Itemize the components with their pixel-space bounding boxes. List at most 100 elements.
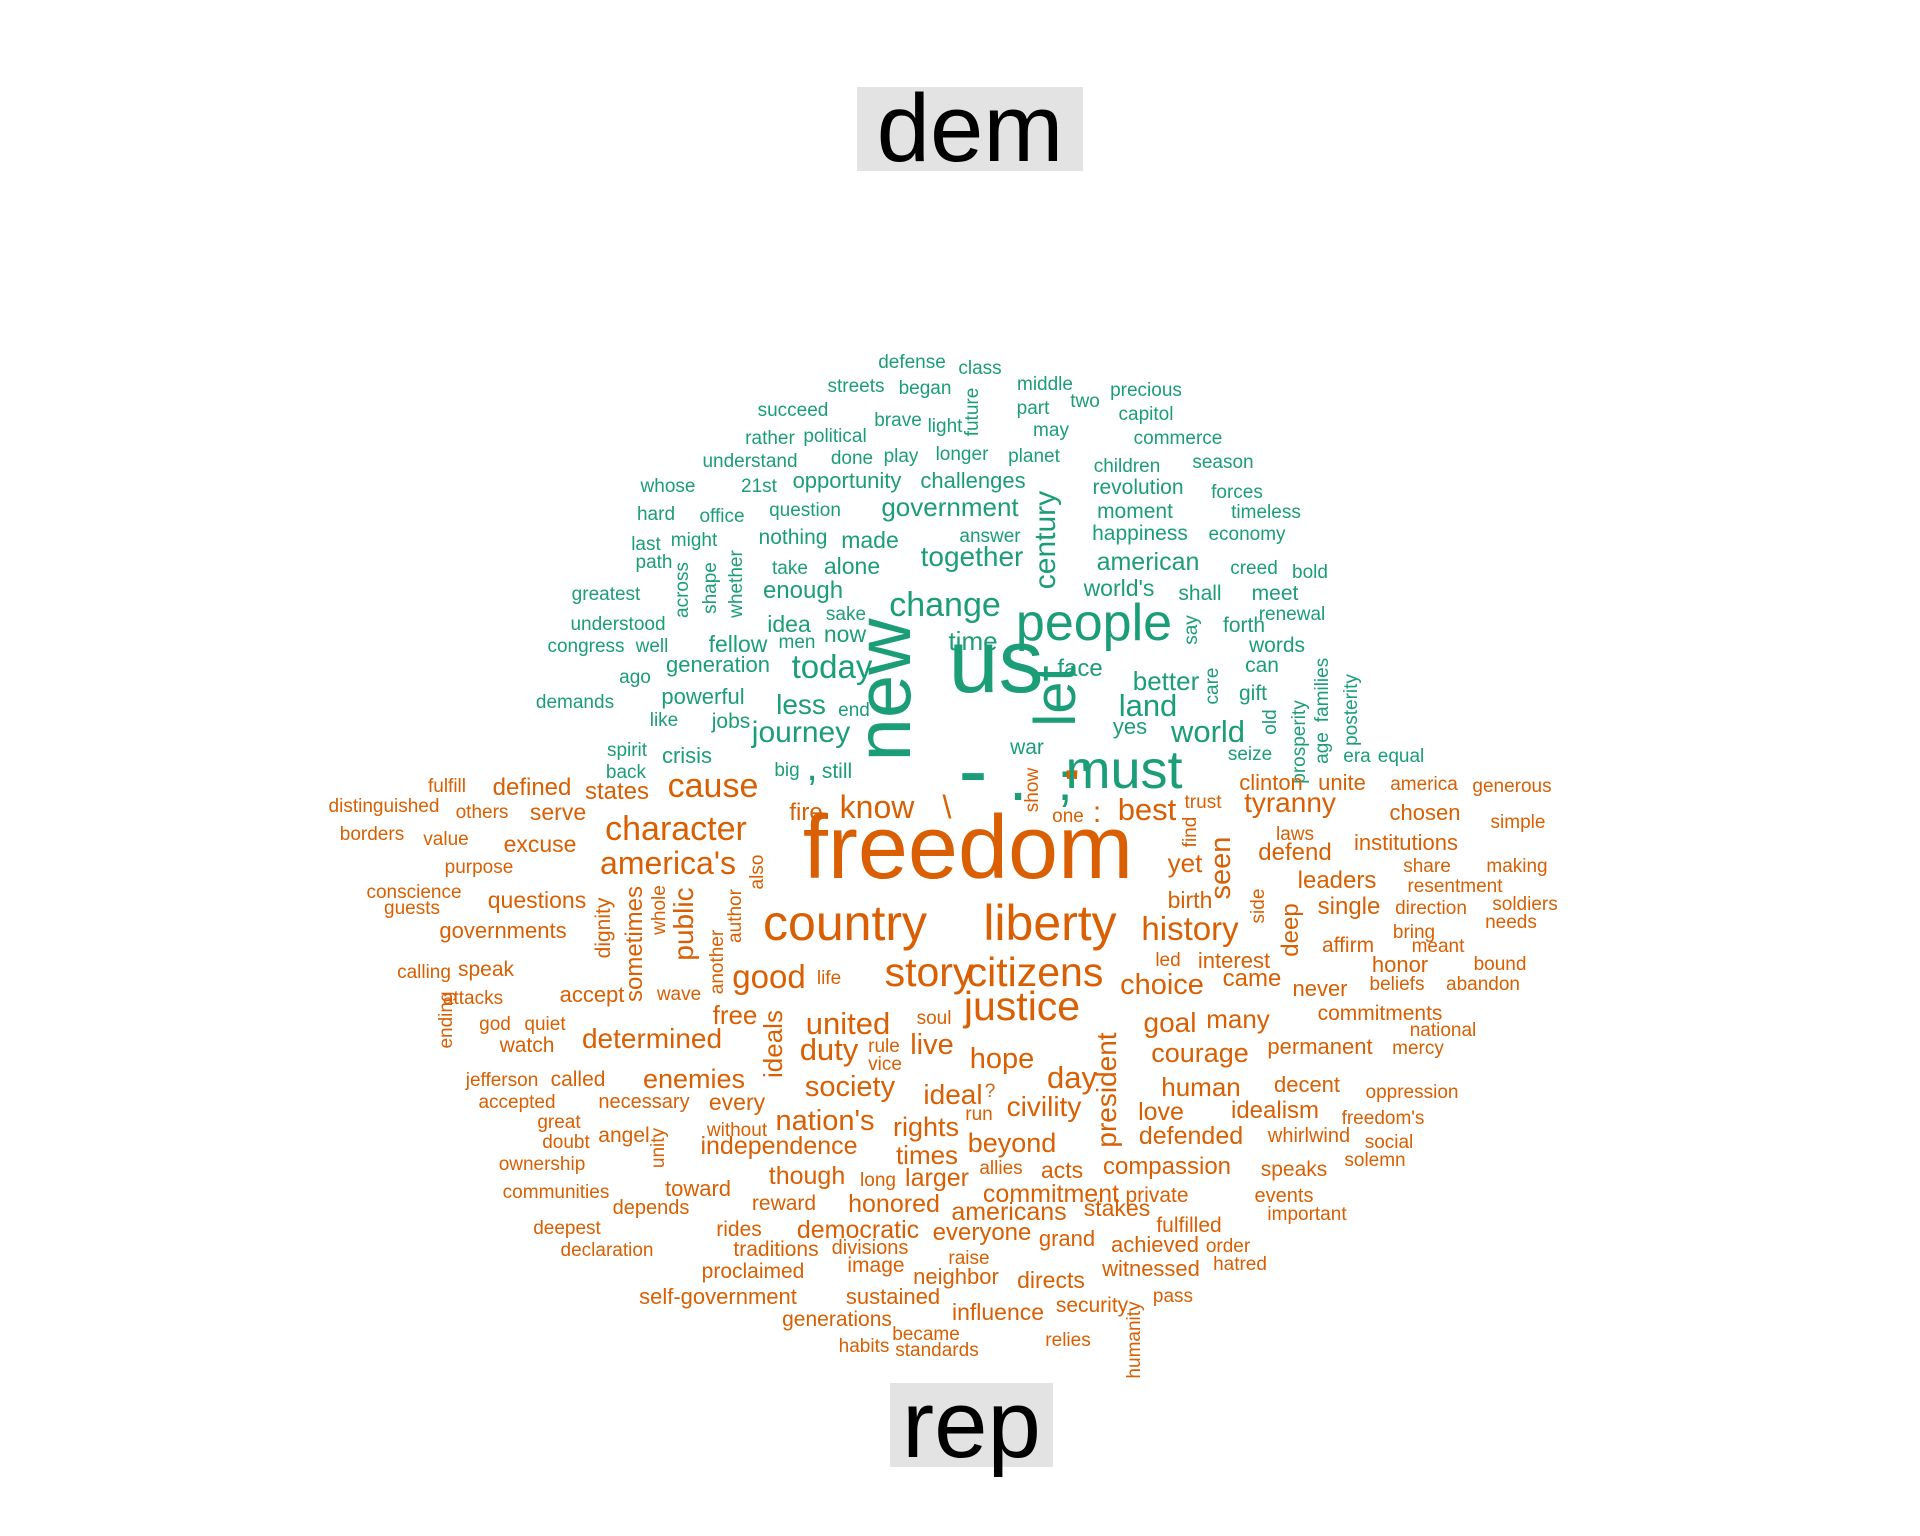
rep-word: honored xyxy=(848,1190,940,1218)
rep-word: long xyxy=(860,1170,896,1191)
rep-word: america's xyxy=(600,845,736,881)
rep-word: affirm xyxy=(1322,934,1374,957)
rep-word: institutions xyxy=(1354,830,1458,855)
rep-word: story xyxy=(885,949,974,995)
rep-word: author xyxy=(725,888,746,943)
rep-word: deep xyxy=(1277,903,1304,956)
dem-word: moment xyxy=(1097,500,1173,523)
dem-word: idea xyxy=(767,611,811,637)
dem-word: less xyxy=(776,689,826,720)
dem-word: two xyxy=(1070,391,1100,412)
dem-word: whose xyxy=(640,476,696,497)
dem-word: big xyxy=(774,760,799,781)
rep-word: best xyxy=(1118,792,1177,827)
dem-word: posterity xyxy=(1341,674,1362,746)
dem-word: understand xyxy=(702,451,797,472)
rep-word: duty xyxy=(800,1032,859,1067)
rep-word: " xyxy=(1065,763,1079,807)
rep-word: humanity xyxy=(1124,1301,1145,1379)
dem-word: change xyxy=(889,586,1001,624)
rep-word: tyranny xyxy=(1244,787,1336,818)
rep-word: witnessed xyxy=(1101,1256,1200,1281)
rep-word: bring xyxy=(1393,922,1435,943)
rep-word: many xyxy=(1206,1004,1270,1034)
rep-word: conscience xyxy=(366,882,461,903)
group-label-rep: rep xyxy=(890,1377,1053,1473)
dem-word: shape xyxy=(700,562,721,614)
rep-word: freedom xyxy=(803,798,1133,898)
rep-word: soldiers xyxy=(1492,894,1557,915)
rep-word: ? xyxy=(985,1081,996,1102)
rep-word: life xyxy=(817,968,841,989)
rep-word: great xyxy=(537,1112,581,1133)
rep-word: pass xyxy=(1153,1286,1193,1307)
rep-word: generations xyxy=(782,1308,892,1331)
rep-word: president xyxy=(1091,1032,1122,1147)
dem-word: revolution xyxy=(1092,476,1183,499)
rep-word: wave xyxy=(656,984,701,1005)
rep-word: allies xyxy=(979,1158,1022,1179)
rep-word: simple xyxy=(1491,812,1546,833)
rep-word: private xyxy=(1125,1184,1188,1207)
rep-word: compassion xyxy=(1103,1153,1231,1180)
dem-word: forces xyxy=(1211,482,1263,503)
dem-word: century xyxy=(1029,491,1062,589)
rep-word: defend xyxy=(1258,839,1331,866)
dem-word: men xyxy=(779,632,816,653)
rep-word: human xyxy=(1161,1072,1241,1102)
rep-word: commitments xyxy=(1318,1002,1443,1025)
dem-word: alone xyxy=(824,553,880,579)
dem-word: middle xyxy=(1017,374,1073,395)
rep-word: attacks xyxy=(443,988,503,1009)
rep-word: fulfill xyxy=(428,776,466,797)
rep-word: beliefs xyxy=(1370,974,1425,995)
dem-word: season xyxy=(1192,452,1253,473)
dem-word: well xyxy=(635,636,669,657)
dem-word: spirit xyxy=(607,740,648,761)
dem-word: might xyxy=(671,530,718,551)
dem-word: demands xyxy=(536,692,614,713)
dem-word: better xyxy=(1133,666,1200,696)
rep-word: civility xyxy=(1007,1091,1082,1122)
dem-word: shall xyxy=(1178,582,1221,605)
rep-word: run xyxy=(965,1104,992,1125)
rep-word: country xyxy=(763,895,927,951)
dem-word: greatest xyxy=(572,584,641,605)
dem-word: creed xyxy=(1230,558,1278,579)
rep-word: laws xyxy=(1276,824,1314,845)
rep-word: resentment xyxy=(1407,876,1503,897)
dem-word: children xyxy=(1094,456,1161,477)
dem-word: defense xyxy=(878,352,946,373)
rep-word: calling xyxy=(397,962,451,983)
rep-word: reward xyxy=(752,1192,816,1215)
rep-word: making xyxy=(1486,856,1547,877)
rep-word: yet xyxy=(1168,848,1203,878)
dem-word: back xyxy=(606,762,647,783)
dem-word: commerce xyxy=(1134,428,1223,449)
rep-word: soul xyxy=(917,1008,952,1029)
dem-word: world's xyxy=(1083,575,1155,601)
rep-word: decent xyxy=(1274,1072,1340,1097)
rep-word: ownership xyxy=(499,1154,586,1175)
dem-word: ; xyxy=(1057,752,1072,812)
rep-word: birth xyxy=(1168,887,1213,913)
dem-word: seize xyxy=(1228,744,1272,765)
rep-word: larger xyxy=(905,1164,969,1192)
rep-word: live xyxy=(910,1029,954,1061)
dem-word: last xyxy=(631,534,661,555)
rep-word: accept xyxy=(560,982,625,1007)
rep-word: rule xyxy=(868,1036,900,1057)
rep-word: achieved xyxy=(1111,1232,1199,1257)
rep-word: grand xyxy=(1039,1226,1095,1251)
dem-word: began xyxy=(899,378,952,399)
dem-word: done xyxy=(831,448,873,469)
rep-word: image xyxy=(847,1254,904,1277)
rep-word: hatred xyxy=(1213,1254,1267,1275)
rep-word: raise xyxy=(948,1248,989,1269)
dem-word: economy xyxy=(1208,524,1286,545)
dem-word: - xyxy=(958,720,987,819)
rep-word: proclaimed xyxy=(702,1260,805,1283)
dem-word: generation xyxy=(666,652,770,677)
dem-word: let xyxy=(1023,665,1088,726)
rep-word: never xyxy=(1292,976,1347,1001)
